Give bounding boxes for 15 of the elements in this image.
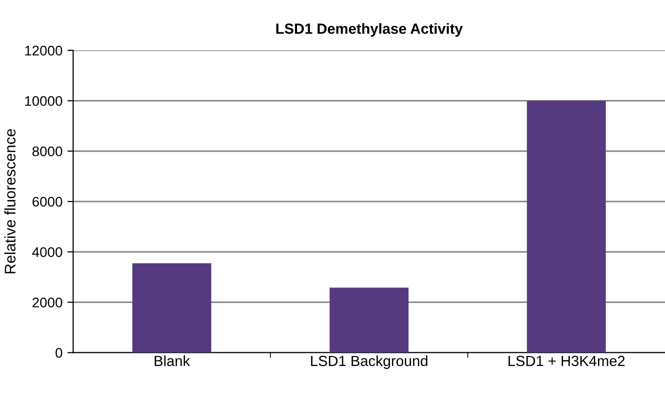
y-tick-label: 4000 xyxy=(32,247,62,258)
y-tick-label: 12000 xyxy=(25,46,62,56)
y-axis-title: Relative fluorescence xyxy=(4,129,16,274)
x-tick-label: LSD1 Background xyxy=(311,355,428,369)
y-tick-label: 0 xyxy=(56,348,62,358)
y-tick-label: 8000 xyxy=(32,146,62,156)
x-tick-label: Blank xyxy=(154,355,190,366)
y-tick-label: 2000 xyxy=(32,298,62,308)
x-tick-label: LSD1 + H3K4me2 xyxy=(508,356,625,366)
bar xyxy=(526,100,606,353)
bar xyxy=(132,263,212,353)
y-tick-label: 6000 xyxy=(32,196,62,207)
chart-title: LSD1 Demethylase Activity xyxy=(276,23,463,37)
y-tick-label: 10000 xyxy=(25,96,62,106)
bar xyxy=(330,288,409,353)
